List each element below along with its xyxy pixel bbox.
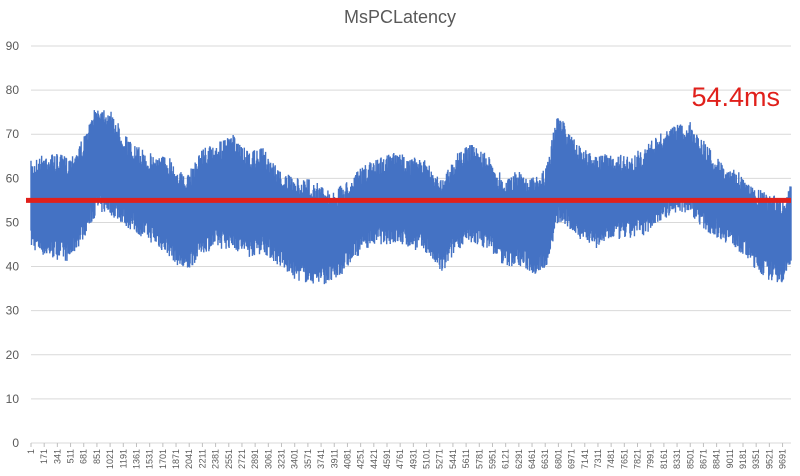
x-tick-label-8161: 8161	[659, 449, 669, 469]
x-tick-label-6121: 6121	[501, 449, 511, 469]
x-tick-label-851: 851	[92, 449, 102, 464]
x-tick-label-6291: 6291	[514, 449, 524, 469]
x-tick-label-8841: 8841	[712, 449, 722, 469]
x-tick-label-4761: 4761	[395, 449, 405, 469]
x-tick-label-3401: 3401	[290, 449, 300, 469]
x-tick-label-2041: 2041	[184, 449, 194, 469]
y-tick-label-80: 80	[6, 83, 20, 97]
x-tick-label-8501: 8501	[685, 449, 695, 469]
x-tick-label-1871: 1871	[171, 449, 181, 469]
gridlines	[31, 45, 791, 444]
x-tick-label-1021: 1021	[105, 449, 115, 469]
x-tick-label-6801: 6801	[553, 449, 563, 469]
x-tick-label-1531: 1531	[145, 449, 155, 469]
x-tick-label-4931: 4931	[408, 449, 418, 469]
average-latency-annotation: 54.4ms	[691, 82, 780, 112]
y-tick-label-40: 40	[6, 260, 20, 274]
y-tick-label-0: 0	[12, 436, 19, 450]
x-tick-label-3061: 3061	[263, 449, 273, 469]
x-tick-label-5441: 5441	[448, 449, 458, 469]
x-tick-label-3231: 3231	[277, 449, 287, 469]
x-tick-label-341: 341	[52, 449, 62, 464]
y-tick-label-30: 30	[6, 304, 20, 318]
x-tick-label-3571: 3571	[303, 449, 313, 469]
x-tick-label-9521: 9521	[764, 449, 774, 469]
x-tick-label-6971: 6971	[567, 449, 577, 469]
series-layer	[26, 110, 792, 285]
x-tick-label-8331: 8331	[672, 449, 682, 469]
x-tick-label-1361: 1361	[131, 449, 141, 469]
x-tick-label-7821: 7821	[633, 449, 643, 469]
y-tick-label-60: 60	[6, 171, 20, 185]
x-tick-label-511: 511	[66, 449, 76, 463]
x-tick-label-6631: 6631	[540, 449, 550, 469]
x-tick-label-2551: 2551	[224, 449, 234, 469]
x-tick-label-5951: 5951	[487, 449, 497, 469]
x-tick-label-3911: 3911	[329, 449, 339, 468]
x-tick-label-9011: 9011	[725, 449, 735, 468]
x-tick-label-5101: 5101	[422, 449, 432, 469]
y-tick-label-20: 20	[6, 348, 20, 362]
x-tick-label-4591: 4591	[382, 449, 392, 469]
x-tick-label-5781: 5781	[474, 449, 484, 469]
chart-title: MsPCLatency	[344, 7, 456, 27]
x-tick-label-1701: 1701	[158, 449, 168, 469]
x-tick-label-2721: 2721	[237, 449, 247, 469]
x-tick-label-3741: 3741	[316, 449, 326, 469]
x-tick-label-4251: 4251	[356, 449, 366, 469]
x-tick-label-6461: 6461	[527, 449, 537, 469]
x-tick-label-7651: 7651	[619, 449, 629, 469]
x-tick-label-2211: 2211	[197, 449, 207, 468]
x-axis-ticks: 1 171 341 511 681 851 1021 1191 1361 1531 1701 1871…	[26, 443, 788, 469]
x-tick-label-4421: 4421	[369, 449, 379, 469]
x-tick-label-1191: 1191	[118, 449, 128, 468]
x-tick-label-7481: 7481	[606, 449, 616, 469]
x-tick-label-171: 171	[39, 449, 49, 464]
x-tick-label-5611: 5611	[461, 449, 471, 468]
latency-series-line	[30, 110, 792, 285]
x-tick-label-9691: 9691	[778, 449, 788, 469]
x-tick-label-2381: 2381	[211, 449, 221, 469]
x-tick-label-5271: 5271	[435, 449, 445, 469]
x-tick-label-7311: 7311	[593, 449, 603, 468]
x-tick-label-9181: 9181	[738, 449, 748, 469]
y-tick-label-10: 10	[6, 392, 20, 406]
x-tick-label-2891: 2891	[250, 449, 260, 469]
y-axis-ticks: 0 10 20 30 40 50 60 70 80 90	[6, 39, 20, 450]
y-tick-label-70: 70	[6, 127, 20, 141]
x-tick-label-4081: 4081	[342, 449, 352, 469]
x-tick-label-1: 1	[26, 449, 36, 454]
x-tick-label-9351: 9351	[751, 449, 761, 469]
x-tick-label-7991: 7991	[646, 449, 656, 469]
y-tick-label-90: 90	[6, 39, 20, 53]
x-tick-label-7141: 7141	[580, 449, 590, 469]
x-tick-label-681: 681	[79, 449, 89, 464]
x-tick-label-8671: 8671	[698, 449, 708, 469]
y-tick-label-50: 50	[6, 215, 20, 229]
